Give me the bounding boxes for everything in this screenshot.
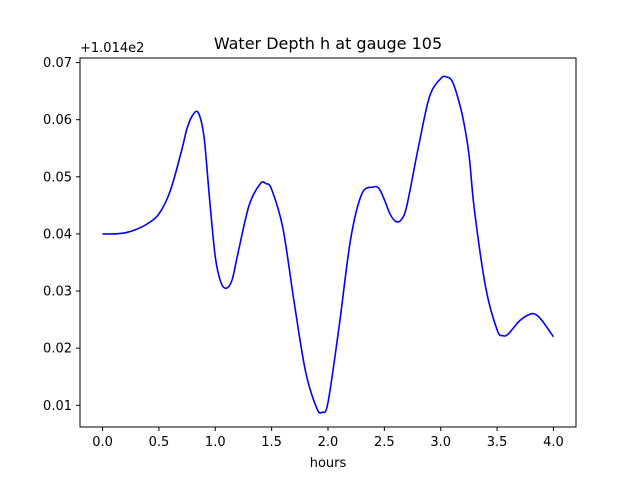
plot-area (102, 75, 555, 414)
x-tick-label: 0.0 (92, 435, 113, 450)
x-tick-label: 3.0 (430, 435, 451, 450)
x-tick-label: 4.0 (543, 435, 564, 450)
y-tick-label: 0.01 (43, 399, 72, 414)
x-tick-label: 1.5 (261, 435, 282, 450)
x-tick-label: 1.0 (205, 435, 226, 450)
x-axis: 0.0 0.5 1.0 1.5 2.0 2.5 3.0 3.5 4.0 (92, 427, 564, 450)
x-tick-label: 2.0 (318, 435, 339, 450)
x-tick-label: 0.5 (149, 435, 170, 450)
y-tick-label: 0.07 (43, 56, 72, 71)
x-tick-label: 2.5 (374, 435, 395, 450)
x-tick-label: 3.5 (487, 435, 508, 450)
chart-title: Water Depth h at gauge 105 (214, 34, 442, 53)
y-tick-label: 0.04 (43, 227, 72, 242)
y-tick-label: 0.02 (43, 342, 72, 357)
series-line-0 (102, 75, 555, 414)
y-tick-label: 0.06 (43, 113, 72, 128)
y-tick-label: 0.05 (43, 170, 72, 185)
y-tick-label: 0.03 (43, 285, 72, 300)
y-axis: 0.01 0.02 0.03 0.04 0.05 0.06 0.07 (43, 56, 80, 414)
x-axis-label: hours (310, 456, 347, 471)
y-offset-label: +1.014e2 (80, 41, 144, 56)
